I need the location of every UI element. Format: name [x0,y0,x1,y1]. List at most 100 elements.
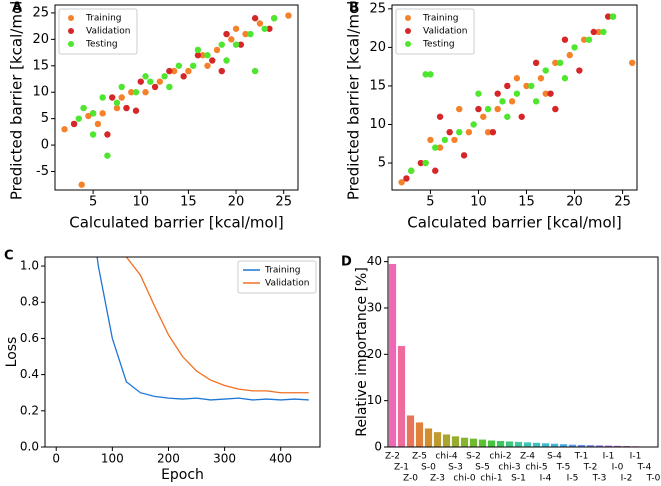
point [451,136,458,144]
point [142,89,149,96]
loss-line [125,257,309,394]
legend-box [58,8,138,55]
point [99,94,106,101]
panel-label: D [341,255,352,270]
point [104,131,111,138]
point [189,62,197,69]
x-tick-label: 20 [566,195,583,210]
x-tick-label: T-0 [646,474,661,484]
point [113,104,121,112]
point [151,83,159,91]
point [480,113,487,120]
x-tick-label: S-4 [547,452,562,462]
legend-box [395,8,475,55]
bar [523,442,532,447]
x-tick-label: T-5 [556,463,571,473]
bar [514,441,523,447]
legend-label: Testing [422,40,455,50]
x-tick-label: Z-1 [394,463,409,473]
panel-label: C [4,249,14,264]
x-tick-label: 400 [269,452,292,466]
panel-label: A [12,1,22,16]
legend-box [237,260,317,294]
x-tick-label: chi-3 [498,463,520,473]
point [218,41,225,48]
point [566,51,573,59]
point [537,75,545,82]
plot-area [398,13,636,186]
y-tick-label: 40 [367,254,382,268]
point [270,15,278,22]
legend-swatch [68,15,74,21]
point [223,30,230,38]
point [484,128,492,136]
legend-label: Validation [265,279,309,289]
point [261,25,268,32]
point [576,67,583,74]
point [523,82,530,90]
y-tick-label: 0.2 [20,403,39,417]
point [542,67,549,74]
x-axis-label: Epoch [161,467,204,483]
point [504,113,511,120]
legend-label: Validation [86,27,130,37]
point [242,30,249,38]
point [499,98,506,105]
point [142,73,149,80]
point [532,98,540,105]
x-tick-label: T-1 [574,452,589,462]
x-tick-label: I-4 [540,474,552,484]
point [580,36,588,43]
bar [469,438,478,447]
point [89,131,97,138]
x-tick-label: 10 [132,195,149,210]
y-axis-label: Relative importance [%] [354,267,370,437]
y-tick-label: 0.8 [20,295,39,309]
bar [451,436,460,447]
x-tick-label: S-3 [448,463,463,473]
point [422,71,429,78]
point [552,59,559,67]
x-tick-label: T-2 [583,463,598,473]
x-tick-label: 15 [180,195,197,210]
bar [550,443,559,447]
point [465,128,473,136]
y-tick-label: 0.6 [20,331,39,345]
point [456,128,463,136]
point [70,120,78,128]
legend-swatch [68,28,74,34]
point [156,78,164,85]
x-axis-label: Calculated barrier [kcal/mol] [69,214,283,232]
point [585,36,593,43]
point [456,105,463,113]
bar [505,441,514,447]
x-tick-label: chi-5 [525,463,547,473]
x-tick-label: chi-4 [435,452,457,462]
y-tick-label: 15 [32,58,49,73]
point [247,30,254,38]
bar [577,444,586,447]
y-axis-label: Predicted barrier [kcal/mol] [8,0,26,200]
point [508,98,516,105]
x-tick-label: T-3 [592,474,607,484]
y-tick-label: 10 [369,117,386,132]
point [417,159,425,167]
point [218,67,225,75]
point [132,89,140,96]
point [194,52,202,59]
point [528,82,535,90]
x-tick-label: 25 [275,195,292,210]
point [161,73,168,80]
point [436,113,444,120]
y-tick-label: 5 [378,156,386,171]
point [251,15,259,22]
point [427,71,434,78]
y-tick-label: 0 [374,440,382,454]
x-tick-label: I-5 [567,474,579,484]
y-tick-label: 30 [367,300,382,314]
point [104,152,111,159]
y-axis-label: Loss [4,337,20,368]
legend-label: Validation [423,27,467,37]
point [609,13,617,20]
point [475,90,482,97]
